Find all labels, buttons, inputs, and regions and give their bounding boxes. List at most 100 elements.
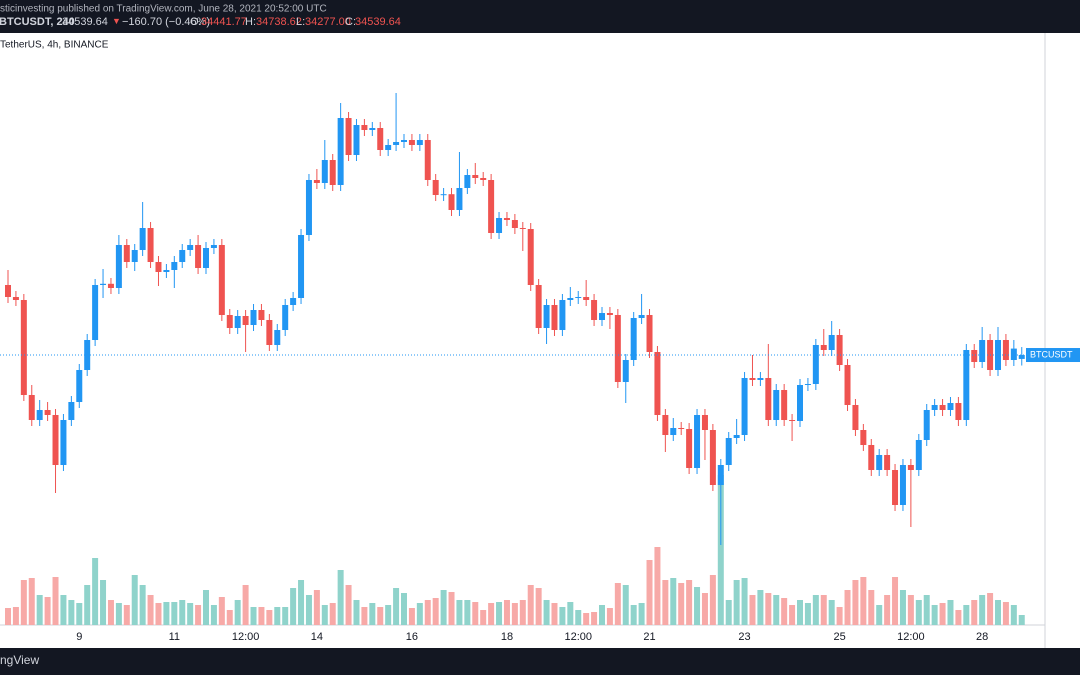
candle-body	[527, 229, 534, 285]
volume-bar	[599, 605, 605, 625]
candle-body	[662, 415, 669, 435]
candle-body	[1010, 348, 1017, 360]
candle-body	[44, 410, 51, 415]
volume-bar	[995, 600, 1001, 625]
candle-body	[955, 403, 962, 420]
volume-bar	[820, 595, 827, 625]
candle-body	[179, 250, 186, 262]
candle-body	[511, 220, 518, 228]
x-tick-label: 18	[501, 631, 513, 643]
candle-body	[741, 378, 748, 435]
volume-bar	[163, 602, 170, 625]
candle-body	[551, 305, 558, 330]
candle-body	[20, 300, 27, 395]
close-label: C:	[345, 16, 356, 28]
volume-bar	[440, 590, 447, 625]
volume-bar	[939, 603, 946, 625]
volume-bar	[337, 570, 344, 625]
candle-body	[868, 445, 875, 470]
plot: 9 11 12:00 14 16 18 12:00 21 23 25 12:00 28 BTCUSDT	[0, 93, 1080, 643]
candle-body	[820, 345, 827, 350]
candle-body	[456, 188, 463, 210]
candle-body	[210, 245, 217, 248]
volume-bar	[131, 575, 138, 625]
candle-body	[614, 315, 621, 382]
volume-bar	[274, 607, 281, 625]
volume-bar	[638, 603, 645, 625]
candle-body	[709, 430, 716, 485]
candle-body	[606, 313, 613, 315]
candle-body	[884, 455, 891, 470]
footer-bar	[0, 648, 1080, 675]
candle-body	[567, 298, 574, 300]
candle-body	[147, 228, 154, 262]
volume-bar	[836, 607, 843, 625]
candle-body	[60, 420, 67, 465]
candle-body	[377, 128, 384, 150]
volume-bar	[242, 585, 249, 625]
candle-body	[907, 465, 914, 470]
candle-body	[361, 125, 368, 130]
volume-bar	[892, 577, 899, 625]
volume-bar	[701, 593, 708, 625]
volume-bar	[361, 607, 368, 625]
volume-bar	[654, 547, 661, 625]
volume-bar	[60, 595, 67, 625]
symbol-info: BTCUSDT, 240 34539.64 ▼ −160.70 (−0.46%)…	[0, 16, 401, 28]
candle-body	[369, 128, 376, 130]
volume-bar	[84, 585, 91, 625]
volume-bar	[480, 610, 487, 625]
volume-bar	[1010, 605, 1017, 625]
open-label: O:	[190, 16, 202, 28]
open-value: 34441.77	[201, 16, 247, 28]
volume-bar	[678, 583, 685, 625]
candle-body	[971, 350, 978, 362]
volume-bar	[828, 600, 835, 625]
volume-bar	[868, 590, 875, 625]
volume-bar	[622, 585, 629, 625]
candle-body	[583, 297, 590, 300]
volume-bar	[971, 600, 978, 625]
volume-bar	[68, 600, 75, 625]
volume-bar	[749, 595, 756, 625]
candle-body	[321, 160, 328, 183]
candle-body	[963, 350, 970, 420]
high-label: H:	[245, 16, 256, 28]
volume-bar	[115, 603, 122, 625]
x-tick-label: 23	[738, 631, 750, 643]
candle-body	[464, 175, 471, 188]
candle-body	[678, 428, 685, 429]
volume-bar	[76, 603, 83, 625]
candle-body	[68, 402, 75, 420]
volume-bar	[797, 600, 803, 625]
volume-bar	[290, 588, 297, 625]
x-tick-label: 12:00	[232, 631, 260, 643]
candle-body	[115, 245, 122, 288]
candle-body	[638, 315, 645, 318]
x-tick-label: 9	[76, 631, 82, 643]
volume-bar	[551, 603, 558, 625]
volume-bar	[606, 608, 613, 625]
volume-bar	[931, 605, 938, 625]
candle-body	[503, 218, 510, 220]
volume-bar	[915, 600, 922, 625]
down-arrow: ▼	[112, 16, 121, 26]
volume-bar	[725, 600, 732, 625]
candle-body	[646, 315, 653, 352]
volume-bar	[733, 580, 740, 625]
candle-body	[100, 283, 107, 285]
candle-body	[1018, 355, 1025, 359]
volume-bar	[670, 578, 677, 625]
symbol: BTCUSDT, 240	[0, 16, 75, 28]
candle-body	[828, 335, 835, 350]
candle-body	[155, 262, 162, 272]
candle-body	[804, 384, 811, 385]
volume-bar	[393, 588, 400, 625]
candle-body	[575, 297, 582, 298]
candle-body	[337, 118, 344, 185]
volume-bar	[369, 603, 376, 625]
volume-bar	[44, 597, 51, 625]
volume-bar	[614, 583, 621, 625]
x-tick-label: 28	[976, 631, 988, 643]
